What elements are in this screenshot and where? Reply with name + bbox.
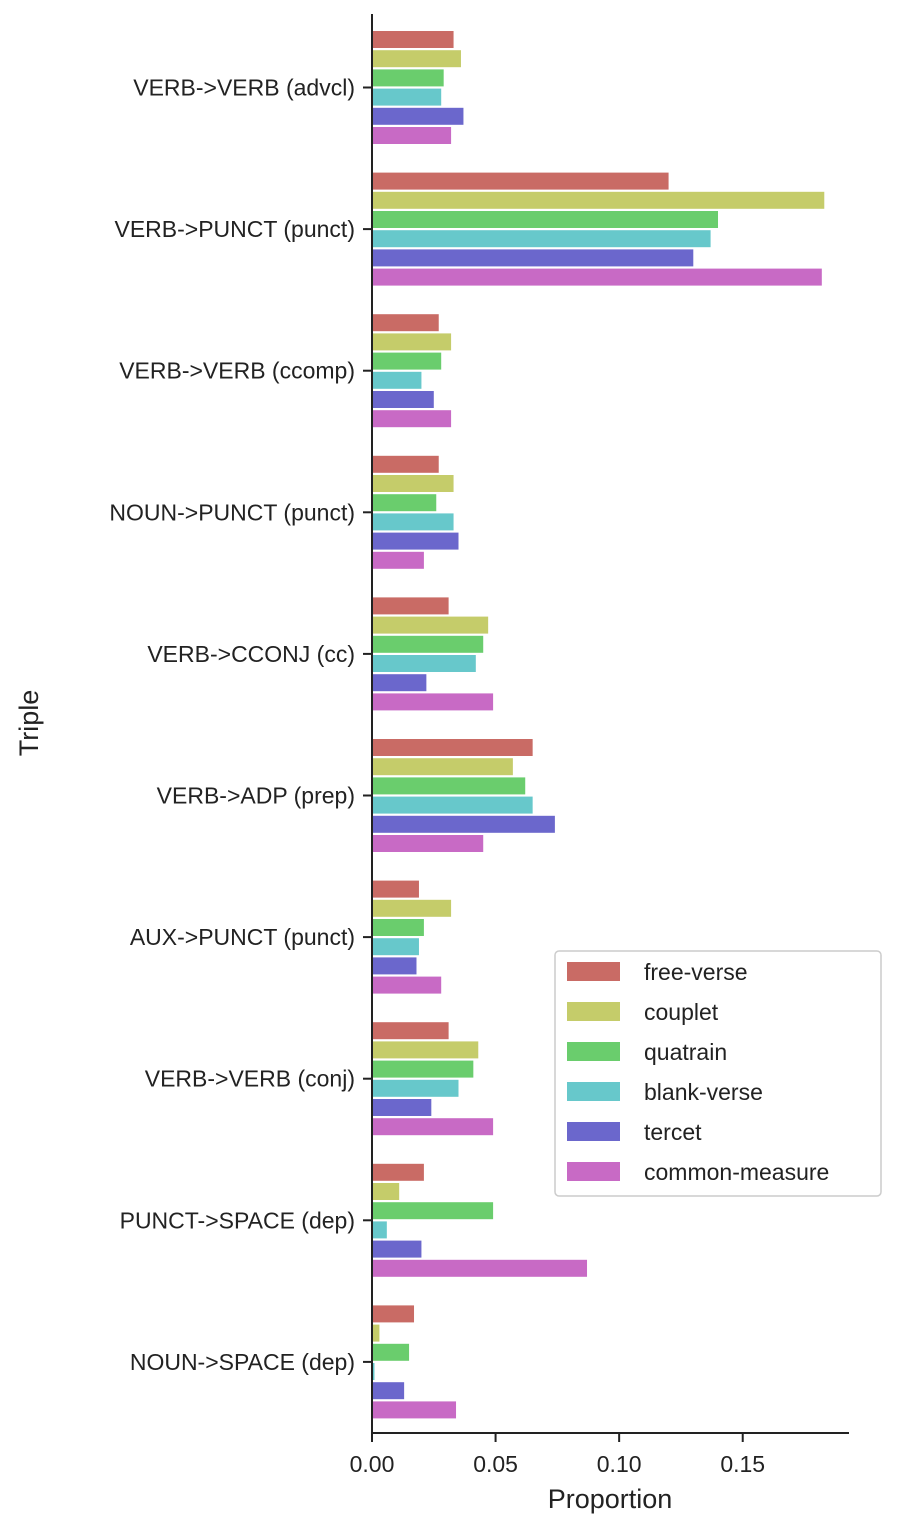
bar bbox=[372, 1060, 474, 1078]
bar bbox=[372, 391, 434, 408]
bar bbox=[372, 1118, 494, 1136]
bar bbox=[372, 693, 494, 711]
bar bbox=[372, 635, 484, 653]
y-tick-label: NOUN->SPACE (dep) bbox=[130, 1349, 355, 1375]
bar bbox=[372, 50, 461, 68]
bar bbox=[372, 107, 464, 125]
bar bbox=[372, 957, 417, 975]
x-axis-title: Proportion bbox=[548, 1484, 673, 1514]
y-tick-label: VERB->VERB (advcl) bbox=[133, 75, 355, 101]
legend-frame bbox=[554, 950, 882, 1197]
legend: free-verse couplet quatrain blank-verse terc… bbox=[554, 950, 882, 1197]
bar bbox=[372, 410, 452, 428]
bar bbox=[372, 69, 444, 87]
bar bbox=[372, 1305, 415, 1323]
bar bbox=[372, 314, 439, 332]
bar bbox=[372, 268, 822, 286]
legend-label: free-verse bbox=[644, 959, 748, 985]
bar bbox=[372, 333, 452, 351]
bars-group bbox=[372, 31, 825, 1419]
bar bbox=[372, 494, 437, 512]
y-tick-label: VERB->CCONJ (cc) bbox=[147, 641, 355, 667]
y-tick-label: NOUN->PUNCT (punct) bbox=[109, 499, 355, 525]
bar bbox=[372, 1221, 387, 1239]
legend-swatch bbox=[567, 1002, 620, 1021]
bar bbox=[372, 249, 694, 267]
bar bbox=[372, 739, 533, 756]
y-tick-label: AUX->PUNCT (punct) bbox=[130, 924, 355, 950]
bar bbox=[372, 835, 484, 852]
bar bbox=[372, 1163, 424, 1181]
legend-swatch bbox=[567, 962, 620, 981]
bar bbox=[372, 1240, 422, 1258]
x-ticks-group: 0.00 0.05 0.10 0.15 bbox=[350, 1433, 765, 1477]
bar bbox=[372, 211, 719, 228]
bar bbox=[372, 513, 454, 531]
legend-swatch bbox=[567, 1082, 620, 1101]
legend-label: quatrain bbox=[644, 1039, 727, 1065]
legend-swatch bbox=[567, 1042, 620, 1061]
axes-group bbox=[371, 14, 849, 1434]
bar bbox=[372, 88, 442, 106]
bar bbox=[372, 1401, 457, 1419]
bar bbox=[372, 127, 452, 144]
x-tick-label: 0.10 bbox=[597, 1451, 642, 1477]
y-tick-label: VERB->ADP (prep) bbox=[157, 783, 355, 809]
bar bbox=[372, 616, 489, 634]
bar bbox=[372, 815, 555, 833]
bar bbox=[372, 758, 513, 776]
bar bbox=[372, 371, 422, 389]
bar bbox=[372, 475, 454, 492]
y-axis-title: Triple bbox=[14, 690, 44, 757]
bar bbox=[372, 880, 419, 898]
bar bbox=[372, 455, 439, 473]
bar bbox=[372, 919, 424, 936]
bar bbox=[372, 551, 424, 569]
bar bbox=[372, 1343, 410, 1361]
bar bbox=[372, 899, 452, 917]
bar bbox=[372, 31, 454, 48]
legend-label: blank-verse bbox=[644, 1079, 763, 1105]
bar bbox=[372, 191, 825, 209]
y-tick-label: VERB->VERB (conj) bbox=[145, 1066, 355, 1092]
bar bbox=[372, 597, 449, 615]
legend-label: couplet bbox=[644, 999, 719, 1025]
legend-label: common-measure bbox=[644, 1159, 829, 1185]
bar bbox=[372, 1363, 375, 1380]
y-tick-label: VERB->PUNCT (punct) bbox=[114, 216, 355, 242]
bar bbox=[372, 230, 711, 248]
legend-label: tercet bbox=[644, 1119, 702, 1145]
bar bbox=[372, 777, 526, 795]
legend-swatch bbox=[567, 1162, 620, 1181]
bar bbox=[372, 1202, 494, 1220]
bar bbox=[372, 1382, 405, 1400]
bar bbox=[372, 1183, 400, 1200]
bar bbox=[372, 976, 442, 994]
bar bbox=[372, 532, 459, 550]
bar bbox=[372, 1041, 479, 1059]
y-tick-label: PUNCT->SPACE (dep) bbox=[120, 1207, 355, 1233]
x-tick-label: 0.00 bbox=[350, 1451, 395, 1477]
bar bbox=[372, 674, 427, 692]
bar bbox=[372, 1022, 449, 1040]
x-tick-label: 0.05 bbox=[473, 1451, 518, 1477]
bar bbox=[372, 655, 476, 672]
y-tick-label: VERB->VERB (ccomp) bbox=[119, 358, 355, 384]
bar bbox=[372, 1079, 459, 1097]
bar bbox=[372, 352, 442, 370]
bar bbox=[372, 1324, 380, 1342]
bar bbox=[372, 1259, 588, 1277]
legend-swatch bbox=[567, 1122, 620, 1141]
bar bbox=[372, 938, 419, 956]
bar bbox=[372, 1099, 432, 1116]
x-tick-label: 0.15 bbox=[720, 1451, 765, 1477]
y-ticks-group: VERB->VERB (advcl) VERB->PUNCT (punct) VER… bbox=[109, 75, 372, 1375]
bar bbox=[372, 172, 669, 190]
bar bbox=[372, 796, 533, 814]
